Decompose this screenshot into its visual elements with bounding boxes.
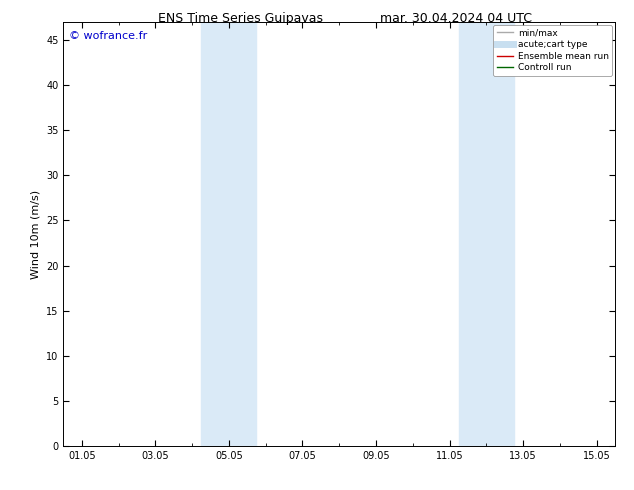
Legend: min/max, acute;cart type, Ensemble mean run, Controll run: min/max, acute;cart type, Ensemble mean …: [493, 25, 612, 76]
Y-axis label: Wind 10m (m/s): Wind 10m (m/s): [30, 190, 41, 278]
Bar: [459, 22, 514, 446]
Text: ENS Time Series Guipavas: ENS Time Series Guipavas: [158, 12, 323, 25]
Text: mar. 30.04.2024 04 UTC: mar. 30.04.2024 04 UTC: [380, 12, 533, 25]
Bar: [202, 22, 256, 446]
Text: © wofrance.fr: © wofrance.fr: [69, 30, 147, 41]
